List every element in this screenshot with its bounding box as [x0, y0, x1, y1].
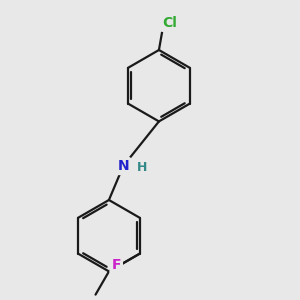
- Text: F: F: [111, 258, 121, 272]
- Text: Cl: Cl: [162, 16, 177, 30]
- Text: H: H: [137, 161, 147, 174]
- Text: N: N: [117, 159, 129, 173]
